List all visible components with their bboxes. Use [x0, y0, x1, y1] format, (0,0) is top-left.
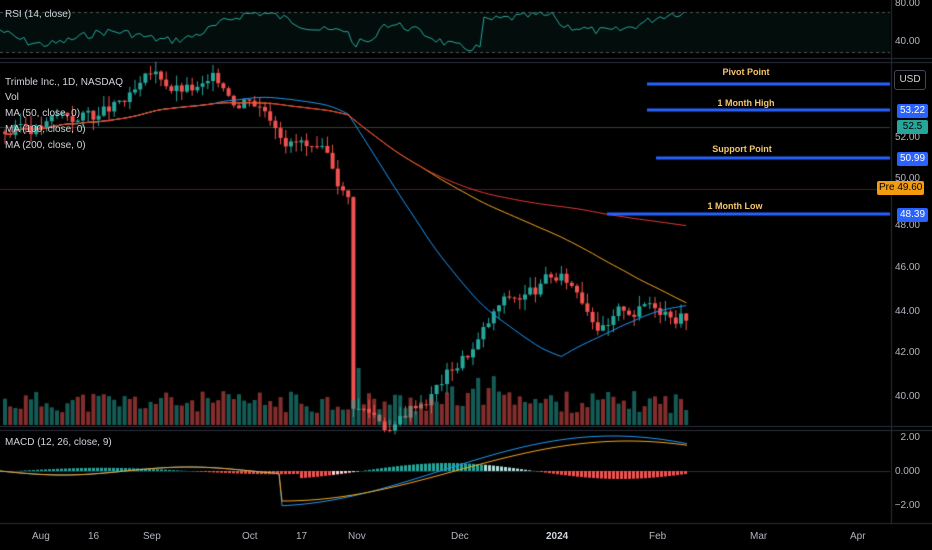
support-point-tag: 50.99 — [897, 152, 928, 166]
ma200-legend: MA (200, close, 0) — [5, 140, 86, 151]
macd-tick-neg2: −2.00 — [894, 500, 920, 511]
one-month-high-label: 1 Month High — [717, 98, 775, 108]
pivot-point-label: Pivot Point — [722, 67, 770, 77]
rsi-tick-80: 80.00 — [894, 0, 920, 9]
time-tick-2024: 2024 — [546, 531, 569, 542]
last-price-tag: 52.5 — [897, 120, 928, 134]
price-tick-50: 50.00 — [894, 173, 920, 184]
price-tick-46: 46.00 — [894, 262, 920, 273]
price-tick-40: 40.00 — [894, 391, 920, 402]
time-tick-sep: Sep — [143, 531, 161, 542]
one-month-low-tag: 48.39 — [897, 208, 928, 222]
time-tick-oct: Oct — [242, 531, 258, 542]
support-point-label: Support Point — [712, 144, 772, 154]
premarket-price: 49.60 — [897, 182, 923, 193]
one-month-high-tag: 53.22 — [897, 104, 928, 118]
time-tick-feb: Feb — [649, 531, 667, 542]
time-tick-mar: Mar — [750, 531, 768, 542]
time-tick-aug: Aug — [32, 531, 50, 542]
ma50-legend: MA (50, close, 0) — [5, 108, 81, 119]
time-tick-17: 17 — [296, 531, 308, 542]
price-tick-52: 52.00 — [894, 132, 920, 143]
price-tick-44: 44.00 — [894, 306, 920, 317]
rsi-legend: RSI (14, close) — [5, 9, 72, 20]
one-month-low-label: 1 Month Low — [707, 201, 763, 211]
volume-legend: Vol — [5, 92, 19, 103]
rsi-tick-40: 40.00 — [894, 36, 920, 47]
symbol-legend: Trimble Inc., 1D, NASDAQ — [5, 77, 123, 88]
price-tick-42: 42.00 — [894, 347, 920, 358]
premarket-price-tag: Pre 49.60 — [877, 181, 925, 195]
currency-button[interactable]: USD — [894, 70, 926, 90]
ma100-legend: MA (100, close, 0) — [5, 124, 86, 135]
time-tick-nov: Nov — [348, 531, 366, 542]
time-tick-16: 16 — [88, 531, 100, 542]
macd-tick-0: 0.000 — [894, 466, 920, 477]
premarket-label: Pre — [879, 182, 895, 193]
macd-legend: MACD (12, 26, close, 9) — [5, 437, 112, 448]
time-tick-dec: Dec — [451, 531, 469, 542]
macd-tick-2: 2.00 — [900, 432, 920, 443]
price-tick-48: 48.00 — [894, 220, 920, 231]
time-tick-apr: Apr — [850, 531, 866, 542]
